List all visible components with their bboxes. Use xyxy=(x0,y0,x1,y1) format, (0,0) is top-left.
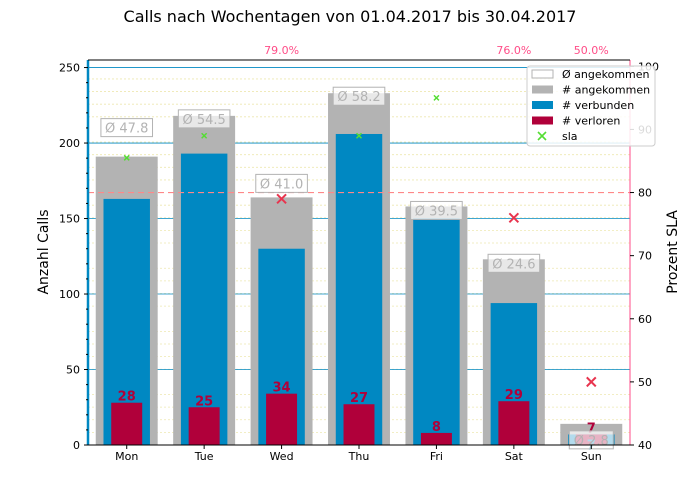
chart-title: Calls nach Wochentagen von 01.04.2017 bi… xyxy=(124,7,577,26)
label-verloren: 28 xyxy=(118,390,136,405)
y2-tick-label: 60 xyxy=(638,313,652,326)
label-verloren: 29 xyxy=(505,388,523,403)
x-tick-label: Sun xyxy=(581,450,602,463)
sla-marker xyxy=(123,154,130,161)
avg-label: Ø 54.5 xyxy=(182,113,225,128)
label-verloren: 25 xyxy=(195,394,213,409)
legend-swatch xyxy=(532,85,553,94)
label-verbunden: 150 xyxy=(423,223,450,238)
avg-box xyxy=(487,253,541,273)
bar-verloren xyxy=(498,401,530,445)
label-verbunden: 206 xyxy=(345,138,372,153)
bar-verloren xyxy=(266,393,298,445)
sla-marker xyxy=(201,132,208,139)
bar-verloren xyxy=(420,432,452,445)
avg-box xyxy=(177,109,231,129)
bar-verloren xyxy=(188,407,220,445)
label-verloren: 27 xyxy=(350,391,368,406)
y2-tick-label: 80 xyxy=(638,187,652,200)
label-verbunden: 130 xyxy=(268,253,295,268)
label-verbunden: 94 xyxy=(505,307,523,322)
y2-axis-label: Prozent SLA xyxy=(665,210,681,294)
avg-label: Ø 24.6 xyxy=(492,257,535,272)
legend-label: # angekommen xyxy=(562,84,650,97)
sla-marker xyxy=(355,132,363,139)
sla-top-label: 76.0% xyxy=(496,44,531,57)
sla-top-label: 50.0% xyxy=(574,44,609,57)
x-tick-label: Thu xyxy=(348,450,370,463)
avg-box xyxy=(332,86,386,106)
legend-swatch xyxy=(532,116,553,125)
y-tick-label: 0 xyxy=(73,439,80,452)
y2-tick-label: 50 xyxy=(638,376,652,389)
x-tick-label: Tue xyxy=(194,450,214,463)
legend-label: # verloren xyxy=(562,115,620,128)
label-verbunden: 163 xyxy=(113,203,140,218)
label-verloren: 8 xyxy=(432,420,441,435)
bar-verbunden xyxy=(180,153,228,445)
legend: Ø angekommen # angekommen # verbunden # ver… xyxy=(526,65,656,147)
label-verbunden: 193 xyxy=(191,158,218,173)
avg-box xyxy=(100,118,154,138)
y-tick-label: 50 xyxy=(66,364,80,377)
avg-label: Ø 58.2 xyxy=(337,90,380,105)
legend-label: Ø angekommen xyxy=(562,68,650,81)
avg-box xyxy=(410,200,463,220)
avg-label: Ø 47.8 xyxy=(105,122,148,137)
y-tick-label: 200 xyxy=(59,137,80,150)
sla-marker xyxy=(433,94,440,101)
x-tick-label: Sat xyxy=(505,450,524,463)
legend-swatch xyxy=(531,69,554,79)
y-axis-label: Anzahl Calls xyxy=(36,209,52,294)
avg-label: Ø 39.5 xyxy=(415,204,458,219)
x-tick-label: Fri xyxy=(430,450,443,463)
y-tick-label: 250 xyxy=(59,62,80,75)
legend-swatch xyxy=(532,101,553,109)
sla-marker xyxy=(276,193,287,205)
y-tick-label: 150 xyxy=(59,213,80,226)
bar-verloren xyxy=(111,402,143,445)
plot-area: 163281932513034206271508942977Ø 47.8Ø 54… xyxy=(59,44,659,463)
bar-verloren xyxy=(343,404,375,445)
legend-box xyxy=(526,65,656,147)
sla-marker xyxy=(508,212,520,223)
avg-box xyxy=(255,173,308,193)
legend-label: sla xyxy=(562,130,578,143)
legend-label: # verbunden xyxy=(562,99,634,112)
x-tick-label: Mon xyxy=(115,450,138,463)
bar-verbunden xyxy=(335,133,383,445)
y2-tick-label: 40 xyxy=(638,439,652,452)
legend-swatch xyxy=(537,131,547,141)
y-tick-label: 100 xyxy=(59,288,80,301)
sla-marker xyxy=(586,376,597,388)
sla-top-label: 79.0% xyxy=(264,44,299,57)
x-tick-label: Wed xyxy=(270,450,294,463)
bar-verbunden xyxy=(413,218,460,445)
y2-tick-label: 70 xyxy=(638,250,652,263)
avg-label: Ø 41.0 xyxy=(260,177,303,192)
label-verloren: 7 xyxy=(587,421,596,436)
label-verloren: 34 xyxy=(273,381,291,396)
